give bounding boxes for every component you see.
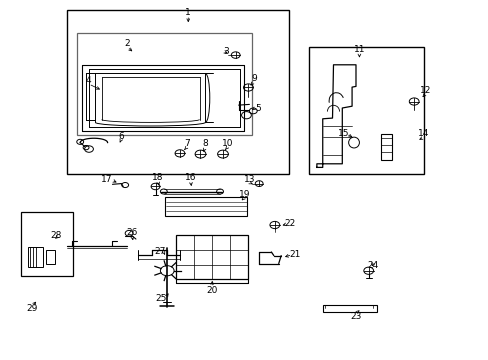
Text: 12: 12 — [419, 86, 430, 95]
Text: 21: 21 — [289, 250, 301, 259]
Text: 4: 4 — [85, 76, 91, 85]
Text: 29: 29 — [26, 305, 38, 313]
Text: 8: 8 — [202, 139, 208, 148]
Text: 5: 5 — [255, 104, 261, 112]
Bar — [322, 305, 376, 312]
Bar — [165, 197, 247, 216]
Text: 28: 28 — [50, 231, 61, 240]
Text: 1: 1 — [185, 8, 191, 17]
Text: 9: 9 — [250, 74, 256, 83]
Text: 23: 23 — [350, 311, 362, 320]
Text: 2: 2 — [124, 40, 130, 49]
Text: 7: 7 — [183, 139, 189, 148]
Text: 13: 13 — [243, 175, 255, 184]
Text: 11: 11 — [353, 45, 365, 54]
Bar — [20, 212, 73, 276]
Bar — [381, 134, 391, 160]
Text: 19: 19 — [238, 190, 250, 199]
Bar — [67, 10, 288, 174]
Text: 27: 27 — [154, 247, 166, 256]
Bar — [28, 247, 43, 267]
Bar — [46, 250, 55, 264]
Text: 20: 20 — [206, 287, 218, 295]
Text: 3: 3 — [223, 46, 229, 55]
Text: 17: 17 — [101, 175, 112, 184]
Text: 6: 6 — [118, 132, 124, 140]
Text: 15: 15 — [337, 129, 348, 138]
Text: 24: 24 — [366, 261, 378, 270]
Bar — [176, 235, 248, 279]
Text: 25: 25 — [155, 294, 167, 302]
Bar — [77, 33, 252, 135]
Text: 18: 18 — [152, 173, 163, 181]
Text: 22: 22 — [284, 219, 296, 228]
Text: 16: 16 — [184, 173, 196, 181]
Bar — [308, 47, 424, 174]
Text: 10: 10 — [221, 139, 233, 148]
Text: 26: 26 — [126, 228, 138, 237]
Text: 14: 14 — [417, 129, 429, 138]
